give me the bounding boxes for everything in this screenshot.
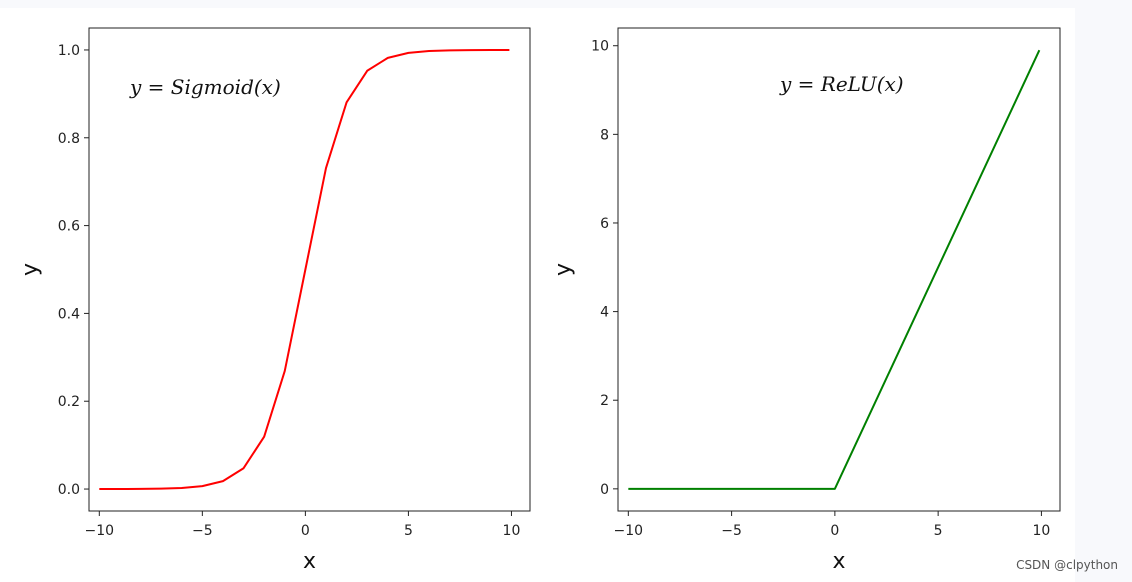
x-axis-label: x: [303, 549, 316, 574]
plot-frame: [617, 27, 1061, 512]
y-tick-label: 8: [600, 127, 609, 143]
y-tick-label: 0.0: [58, 482, 80, 498]
series-line-1: [628, 49, 1041, 490]
series-line-1: [99, 48, 510, 491]
x-tick-label: 0: [830, 523, 839, 539]
equation-annotation: y = ReLU(x): [779, 72, 904, 96]
y-axis-label: y: [551, 263, 576, 276]
plot-frame: [88, 27, 531, 512]
x-tick-label: 10: [503, 523, 521, 539]
x-tick-label: 5: [404, 523, 413, 539]
y-tick-label: 0.2: [58, 394, 80, 410]
y-tick-label: 0.6: [58, 219, 80, 235]
x-tick-label: −10: [614, 523, 644, 539]
figure: −10 −5 0 5 10 0.0 0.2 0.4 0.6 0.8 1.0 x y y = Sigmoid…: [0, 8, 1075, 582]
x-tick-label: −5: [192, 523, 213, 539]
x-tick-label: 5: [934, 523, 943, 539]
chart-canvas: −10 −5 0 5 10 0.0 0.2 0.4 0.6 0.8 1.0 x y y = Sigmoid…: [18, 27, 1061, 574]
x-axis-label: x: [832, 549, 845, 574]
y-tick-label: 10: [591, 39, 609, 55]
y-axis-label: y: [18, 263, 43, 276]
y-tick-label: 2: [600, 393, 609, 409]
subplot-1: −10 −5 0 5 10 0.0 0.2 0.4 0.6 0.8 1.0 x y y = Sigmoid…: [18, 27, 531, 574]
y-tick-label: 0.4: [58, 306, 80, 322]
y-tick-label: 4: [600, 305, 609, 321]
y-tick-label: 6: [600, 216, 609, 232]
y-tick-label: 1.0: [58, 43, 80, 59]
x-tick-label: −10: [85, 523, 115, 539]
x-tick-label: 0: [301, 523, 310, 539]
x-tick-label: 10: [1032, 523, 1050, 539]
subplot-2: −10 −5 0 5 10 0 2 4 6 8 10 x y y = ReLU(x): [551, 27, 1061, 574]
equation-annotation: y = Sigmoid(x): [129, 75, 281, 99]
watermark: CSDN @clpython: [1016, 558, 1118, 572]
y-tick-label: 0.8: [58, 131, 80, 147]
y-tick-label: 0: [600, 482, 609, 498]
x-tick-label: −5: [721, 523, 742, 539]
